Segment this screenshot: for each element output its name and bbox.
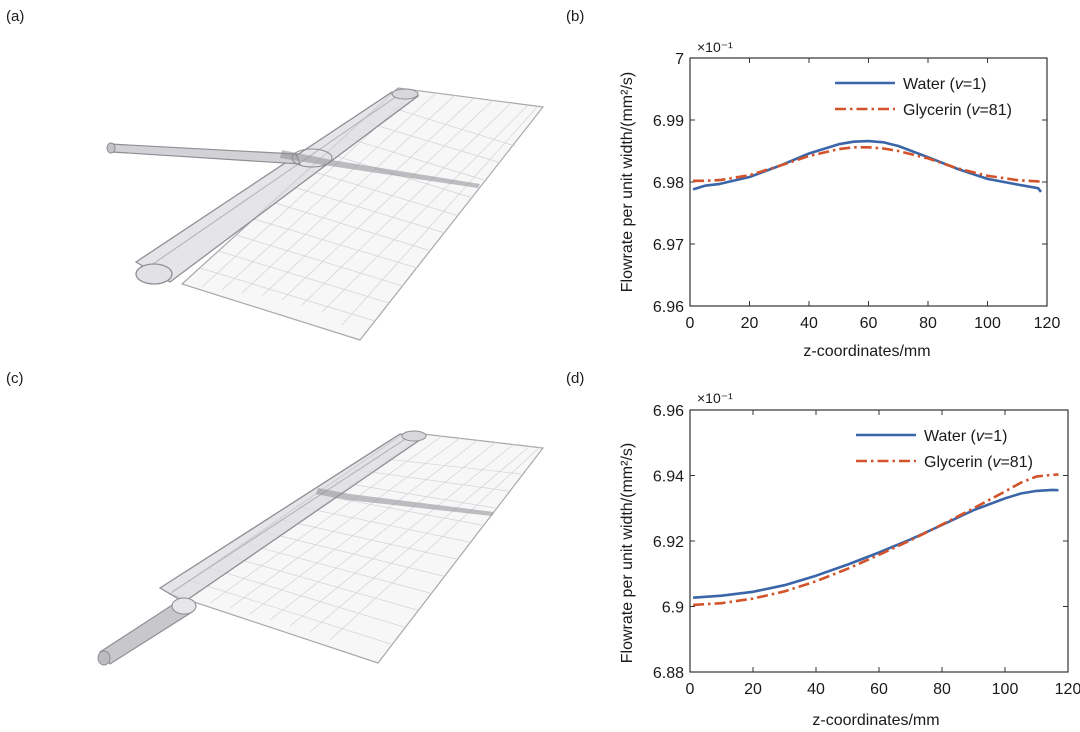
chart-b-series-water-line — [692, 139, 1043, 193]
channel-model-c — [97, 430, 545, 666]
chart-b-legend-water-label: Water (v=1) — [903, 76, 986, 93]
chart-b-xtick-label: 20 — [741, 315, 759, 332]
chart-b-ytick-label: 7 — [675, 51, 684, 68]
chart-b-series-glycerin-line — [693, 146, 1042, 184]
chart-b-ytick-label: 6.98 — [653, 175, 684, 192]
channel-model-a — [106, 87, 545, 341]
chart-d-frame — [689, 409, 1069, 673]
chart-d-xtick-label: 120 — [1055, 681, 1080, 698]
chart-d-ytick-label: 6.9 — [662, 600, 684, 617]
chart-d-series-water-line — [693, 488, 1059, 599]
chart-b-multiplier: ×10⁻¹ — [697, 39, 733, 55]
panel-label-d: (d) — [566, 370, 585, 387]
chart-b-xlabel: z-coordinates/mm — [803, 343, 930, 360]
chart-d-xtick-label: 20 — [744, 681, 762, 698]
chart-b-xtick-label: 100 — [974, 315, 1001, 332]
chart-d-legend-glycerin-label: Glycerin (v=81) — [924, 454, 1033, 471]
chart-d-series-glycerin-line — [693, 473, 1059, 607]
chart-d-multiplier: ×10⁻¹ — [697, 390, 733, 406]
chart-b-legend-glycerin-label: Glycerin (v=81) — [903, 102, 1012, 119]
chart-b-ytick-label: 6.99 — [653, 113, 684, 130]
chart-b-xtick-label: 40 — [800, 315, 818, 332]
chart-d-legend-water-label: Water (v=1) — [924, 428, 1007, 445]
chart-d-xtick-label: 100 — [992, 681, 1019, 698]
panel-label-c: (c) — [6, 370, 24, 387]
chart-d-ytick-label: 6.96 — [653, 403, 684, 420]
chart-d-ylabel: Flowrate per unit width/(mm²/s) — [619, 443, 636, 664]
chart-b-ytick-label: 6.97 — [653, 237, 684, 254]
chart-d-xlabel: z-coordinates/mm — [812, 712, 939, 729]
chart-b-xtick-label: 120 — [1034, 315, 1061, 332]
chart-b-xtick-label: 0 — [686, 315, 695, 332]
chart-d-ytick-label: 6.94 — [653, 469, 684, 486]
panel-label-a: (a) — [6, 8, 25, 25]
panel-label-b: (b) — [566, 8, 585, 25]
chart-d-xtick-label: 0 — [686, 681, 695, 698]
chart-d-xtick-label: 60 — [870, 681, 888, 698]
chart-d-ytick-label: 6.88 — [653, 665, 684, 682]
chart-d-xtick-label: 80 — [933, 681, 951, 698]
chart-d-xtick-label: 40 — [807, 681, 825, 698]
chart-d-ytick-label: 6.92 — [653, 534, 684, 551]
chart-b-ylabel: Flowrate per unit width/(mm²/s) — [619, 72, 636, 293]
chart-b-ytick-label: 6.96 — [653, 299, 684, 316]
chart-b-xtick-label: 80 — [919, 315, 937, 332]
chart-b-xtick-label: 60 — [860, 315, 878, 332]
